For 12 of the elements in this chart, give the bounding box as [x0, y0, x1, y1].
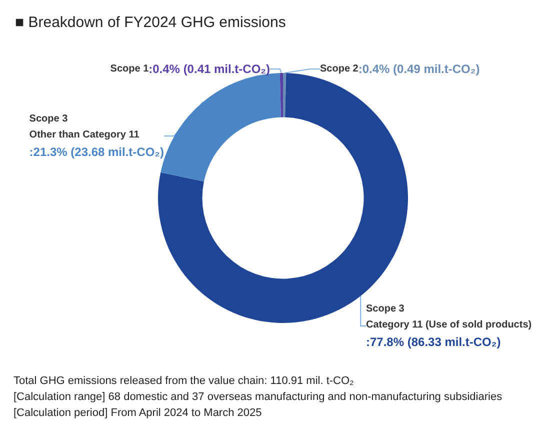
text: [Calculation period] From April 2024 to March 2025: [14, 407, 262, 419]
chart-title: ■ Breakdown of FY2024 GHG emissions: [15, 14, 286, 31]
data-label: :77.8% (86.33 mil.t-CO₂): [366, 335, 501, 349]
data-label: :0.4% (0.41 mil.t-CO₂): [148, 62, 270, 76]
data-label: :21.3% (23.68 mil.t-CO₂): [29, 145, 164, 159]
slice-label: Scope 3 Category 11 (Use of sold products): [366, 304, 532, 330]
text: Total GHG emissions released from the value chain: 110.91 mil. t-CO₂: [14, 375, 354, 387]
text: [Calculation range] 68 domestic and 37 overseas manufacturing and non-manufacturing subsidiaries: [14, 391, 503, 403]
slice-label: Scope 1: [110, 64, 150, 74]
data-label: :0.4% (0.49 mil.t-CO₂): [358, 62, 480, 76]
slice-label: Scope 2: [320, 64, 359, 74]
slice-label: Scope 3 Other than Category 11: [29, 114, 140, 140]
